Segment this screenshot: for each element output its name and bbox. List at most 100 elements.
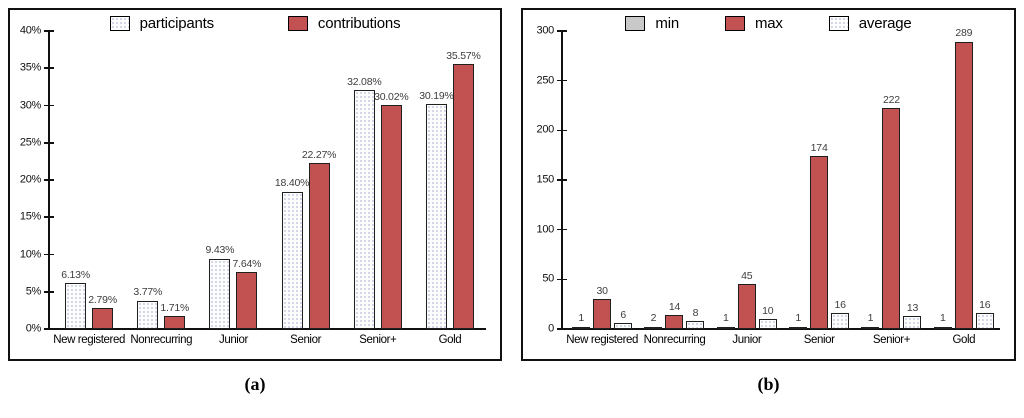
bar-average — [614, 323, 633, 329]
average-swatch-icon — [828, 16, 849, 31]
bar-max — [954, 41, 973, 329]
bar-average — [831, 313, 850, 329]
bar-value-label: 174 — [810, 141, 828, 154]
bar-column-contributions: 22.27% — [302, 150, 337, 329]
y-tick-label: 10% — [19, 248, 41, 260]
bar-value-label: 30.19% — [419, 89, 454, 102]
bar-value-label: 1.71% — [160, 301, 190, 314]
y-tick-label: 5% — [25, 285, 42, 298]
contributions-swatch-icon — [287, 16, 308, 31]
bar-average — [686, 321, 705, 329]
y-tick-mark — [44, 67, 54, 70]
y-tick-mark — [557, 179, 567, 181]
bar-group: 1 222 13 — [855, 95, 927, 329]
x-category-label: Gold — [952, 334, 976, 346]
bar-column-participants: 3.77% — [133, 287, 162, 329]
legend-item-contributions: contributions — [287, 15, 401, 32]
bar-group: 3.77% 1.71% — [125, 287, 197, 329]
bar-column-max: 222 — [882, 93, 901, 329]
bar-group: 30.19% 35.57% — [414, 51, 486, 329]
y-tick-label: 50 — [542, 272, 554, 285]
bar-column-max: 45 — [737, 271, 756, 329]
bar-value-label: 22.27% — [301, 148, 337, 161]
plot-area: 0 50 100 150 200 250 300 1 30 6 2 14 8 1 45 10 1 174 16 1 22… — [537, 25, 1000, 346]
bar-column-average: 8 — [686, 306, 705, 329]
bar-value-label: 222 — [883, 93, 900, 106]
bar-column-max: 174 — [810, 141, 829, 329]
legend-item-max: max — [725, 15, 783, 32]
bar-average — [758, 319, 777, 329]
bar-min — [716, 326, 735, 329]
bar-column-min: 1 — [933, 313, 952, 329]
x-category-label: Junior — [732, 334, 762, 346]
bar-column-participants: 18.40% — [275, 178, 310, 329]
bar-contributions — [164, 316, 186, 329]
bar-group: 9.43% 7.64% — [197, 245, 269, 329]
bar-value-label: 1 — [795, 312, 801, 325]
legend-label-contributions: contributions — [317, 15, 401, 32]
bar-value-label: 3.77% — [133, 286, 163, 299]
legend-label-average: average — [858, 15, 912, 32]
y-tick-mark — [557, 79, 567, 82]
y-tick-label: 300 — [536, 24, 555, 37]
bar-column-contributions: 2.79% — [88, 295, 117, 329]
caption-a: (a) — [244, 374, 266, 394]
chart-panel-a: participants contributions 0% 5% 10% 15% 20% 2… — [8, 8, 502, 361]
bar-average — [903, 316, 922, 329]
bar-column-contributions: 30.02% — [374, 92, 409, 329]
plot-area: 0% 5% 10% 15% 20% 25% 30% 35% 40% 6.13% 2.79% 3.77%… — [20, 25, 486, 346]
x-category-label: Senior+ — [359, 334, 397, 346]
bar-participants — [209, 258, 231, 329]
bar-contributions — [380, 105, 402, 329]
y-tick-label: 25% — [19, 136, 41, 149]
x-category-label: Nonrecurring — [643, 334, 706, 346]
bars-row: 6.13% 2.79% 3.77% 1.71% 9.43% 7.64% 18.40% 22.2… — [53, 31, 486, 329]
y-tick-mark — [44, 30, 54, 32]
y-tick-mark — [557, 30, 567, 32]
y-tick-label: 40% — [19, 24, 41, 37]
y-tick-mark — [44, 141, 54, 144]
bar-value-label: 2.79% — [88, 293, 117, 306]
y-tick-mark — [44, 290, 54, 293]
bar-participants — [353, 90, 375, 329]
bar-group: 1 45 10 — [711, 271, 783, 329]
x-category-label: Nonrecurring — [130, 334, 193, 346]
bar-value-label: 289 — [955, 27, 973, 40]
y-tick-label: 30% — [19, 99, 41, 111]
bar-value-label: 8 — [692, 306, 699, 319]
min-swatch-icon — [625, 16, 646, 31]
bar-group: 1 174 16 — [783, 143, 855, 329]
bar-column-max: 289 — [954, 27, 973, 329]
bar-max — [882, 108, 901, 329]
bar-value-label: 30 — [596, 284, 608, 297]
bar-value-label: 1 — [722, 312, 729, 325]
bar-column-average: 16 — [975, 300, 994, 329]
bar-average — [975, 313, 994, 329]
bar-contributions — [452, 64, 474, 329]
y-tick-label: 100 — [536, 223, 555, 236]
bar-column-min: 1 — [789, 312, 808, 329]
y-tick-label: 0 — [548, 322, 554, 335]
bar-contributions — [236, 272, 258, 329]
legend: participants contributions — [10, 15, 500, 32]
bar-column-average: 16 — [831, 300, 850, 329]
legend-item-average: average — [828, 15, 912, 32]
y-tick-mark — [44, 328, 54, 330]
bar-participants — [137, 300, 159, 329]
bar-column-participants: 32.08% — [347, 77, 382, 329]
bar-contributions — [92, 308, 114, 329]
bar-value-label: 7.64% — [232, 257, 262, 270]
participants-swatch-icon — [109, 16, 130, 31]
bar-value-label: 1 — [578, 312, 584, 325]
x-axis-line — [48, 328, 486, 330]
caption-b: (b) — [757, 374, 780, 394]
bar-column-contributions: 35.57% — [446, 51, 481, 329]
bar-column-min: 1 — [572, 312, 591, 329]
y-tick-mark — [557, 228, 567, 231]
x-category-label: Gold — [438, 334, 462, 346]
bar-value-label: 14 — [668, 300, 681, 313]
bar-value-label: 6 — [620, 308, 626, 321]
bar-column-participants: 9.43% — [206, 245, 235, 329]
y-tick-mark — [557, 328, 567, 330]
bar-group: 18.40% 22.27% — [270, 150, 342, 329]
